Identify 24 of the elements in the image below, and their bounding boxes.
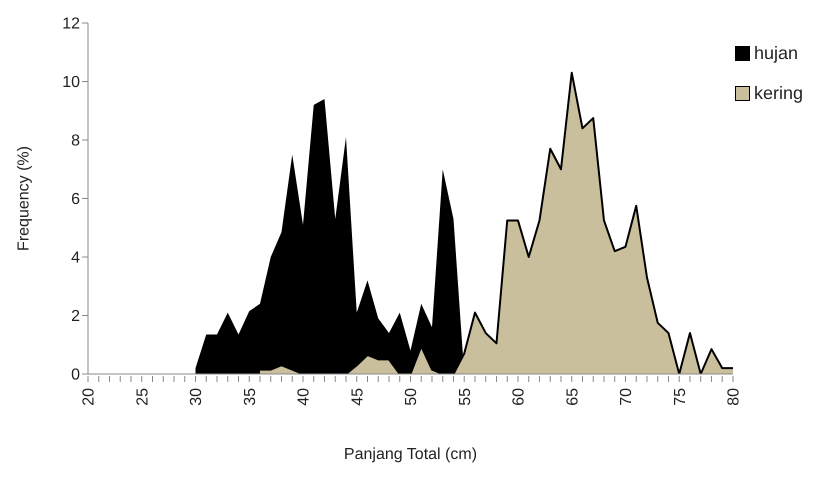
x-tick-label: 30 bbox=[188, 388, 206, 406]
x-tick-label: 65 bbox=[564, 388, 582, 406]
legend-label: kering bbox=[754, 82, 803, 105]
x-tick-label: 70 bbox=[618, 388, 636, 406]
y-tick-label: 10 bbox=[62, 74, 80, 92]
y-tick-label: 2 bbox=[71, 308, 80, 326]
y-axis-title: Frequency (%) bbox=[16, 146, 33, 251]
y-tick-label: 8 bbox=[71, 132, 80, 150]
x-axis-title: Panjang Total (cm) bbox=[344, 446, 478, 463]
x-tick-label: 35 bbox=[242, 388, 259, 406]
y-tick-label: 4 bbox=[71, 250, 80, 267]
x-tick-label: 40 bbox=[296, 388, 313, 406]
x-tick-label: 25 bbox=[134, 388, 152, 406]
x-tick-label: 20 bbox=[80, 388, 98, 406]
x-tick-label: 55 bbox=[456, 388, 474, 406]
x-tick-label: 50 bbox=[403, 388, 420, 406]
x-tick-label: 75 bbox=[672, 388, 689, 406]
y-tick-label: 6 bbox=[71, 191, 80, 208]
legend-label: hujan bbox=[754, 42, 798, 65]
y-tick-label: 0 bbox=[71, 366, 80, 384]
x-tick-label: 80 bbox=[726, 388, 743, 406]
y-tick-label: 12 bbox=[62, 16, 80, 33]
x-tick-label: 45 bbox=[349, 388, 366, 406]
x-tick-label: 60 bbox=[510, 388, 528, 406]
